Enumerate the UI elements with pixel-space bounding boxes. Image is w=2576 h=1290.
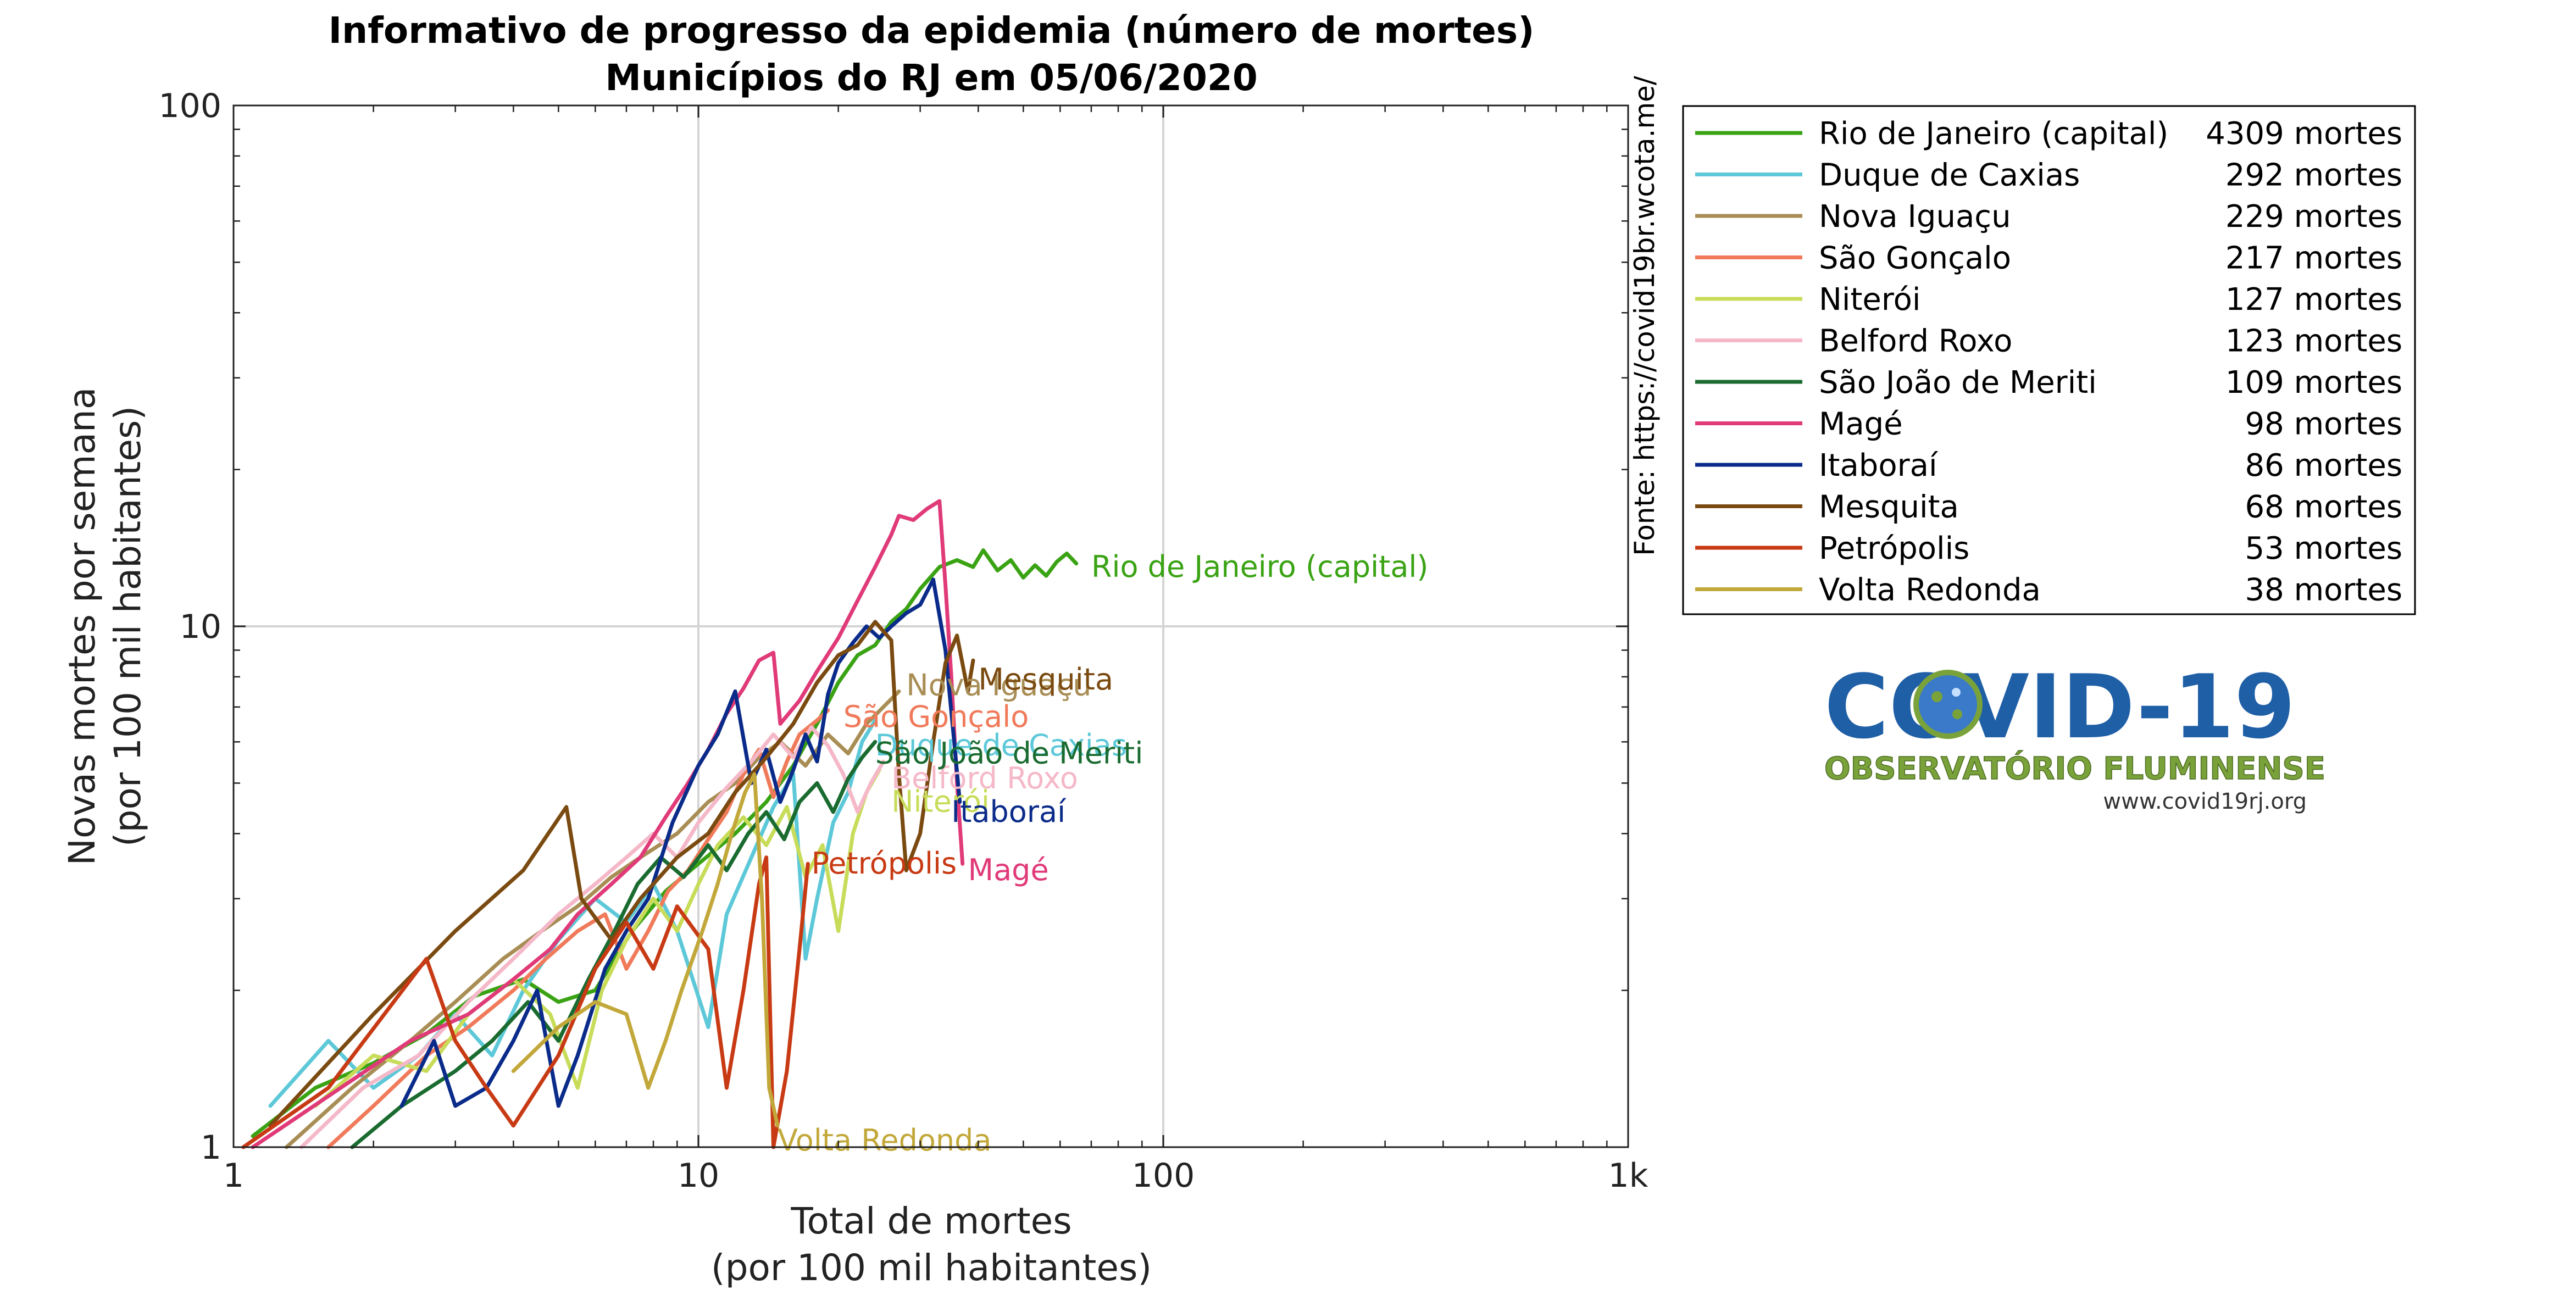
legend-label: Niterói [1819,282,1920,318]
series-end-label: São Gonçalo [843,699,1029,734]
legend-label: Mesquita [1819,490,1959,525]
legend-label: Belford Roxo [1819,324,2012,359]
series-line [268,620,975,1128]
series-end-label: Petrópolis [812,846,957,881]
legend-count: 123 mortes [2225,324,2402,359]
y-tick-label: 10 [180,608,221,646]
series-end-label: Itaboraí [951,794,1067,829]
legend-count: 229 mortes [2225,199,2402,235]
series-line [399,577,962,1108]
series-line [350,739,878,1149]
series-line [284,689,901,1149]
legend-label: São João de Meriti [1819,365,2097,401]
series-end-label: Rio de Janeiro (capital) [1091,549,1429,584]
legend-label: São Gonçalo [1819,241,2011,276]
legend-count: 68 mortes [2245,490,2402,525]
legend-count: 4309 mortes [2206,116,2402,152]
legend-label: Itaboraí [1819,448,1939,483]
legend-label: Petrópolis [1819,531,1969,566]
axes: 1 10 100 1k 1 10 100 [158,87,1648,1195]
series-lines [241,499,1079,1149]
series-end-label: São João de Meriti [875,736,1143,770]
logo-url: www.covid19rj.org [2103,789,2307,814]
series-end-label: Nova Iguaçu [906,668,1091,703]
series-end-label: Duque de Caxias [875,728,1127,763]
x-axis-label: Total de mortes [790,1200,1072,1242]
series-end-label: Niterói [891,785,990,819]
series-line [251,548,1079,1138]
series-line [251,499,965,1149]
legend-count: 127 mortes [2225,282,2402,318]
series-end-label: Magé [968,853,1048,887]
legend-box [1682,105,2416,615]
logo-subtitle: OBSERVATÓRIO FLUMINENSE [1824,751,2325,787]
series-line [326,708,830,1149]
y-axis-unit-label: (por 100 mil habitantes) [107,406,149,847]
covid19-logo: COVID-19 OBSERVATÓRIO FLUMINENSE www.cov… [1824,655,2325,814]
series-end-label: Mesquita [978,662,1113,697]
series-line [299,725,886,1149]
y-tick-label: 100 [158,87,221,125]
x-axis-unit-label: (por 100 mil habitantes) [711,1247,1152,1288]
x-tick-label: 1 [223,1156,244,1195]
series-line [511,772,780,1128]
x-tick-label: 1k [1608,1156,1648,1195]
x-tick-label: 10 [678,1156,719,1195]
series-end-labels: Rio de Janeiro (capital) Duque de Caxias N… [778,549,1428,1158]
logo-covid-text: COVID-19 [1824,655,2295,758]
x-tick-label: 100 [1132,1156,1195,1195]
series-end-label: Volta Redonda [778,1123,991,1158]
legend-label: Nova Iguaçu [1819,199,2011,235]
y-axis-label: Novas mortes por semana [61,387,103,866]
legend-count: 38 mortes [2245,572,2402,608]
legend-label: Duque de Caxias [1819,158,2080,193]
legend-count: 53 mortes [2245,531,2402,566]
chart-subtitle: Municípios do RJ em 05/06/2020 [605,57,1258,99]
chart-title: Informativo de progresso da epidemia (nú… [329,9,1535,52]
legend-label: Rio de Janeiro (capital) [1819,116,2168,152]
grid-lines [234,105,1628,1147]
source-credit: Fonte: https://covid19br.wcota.me/ [1629,76,1661,556]
virus-icon [1913,670,1983,739]
y-tick-label: 1 [201,1128,221,1167]
legend-label: Volta Redonda [1819,572,2041,608]
legend-count: 86 mortes [2245,448,2402,483]
legend-label: Magé [1819,407,1903,442]
series-end-label: Belford Roxo [891,761,1078,796]
legend-count: 217 mortes [2225,241,2402,276]
legend-count: 292 mortes [2225,158,2402,193]
legend-count: 98 mortes [2245,407,2402,442]
legend-count: 109 mortes [2225,365,2402,401]
legend: Rio de Janeiro (capital) 4309 mortes Duque… [1682,105,2416,615]
